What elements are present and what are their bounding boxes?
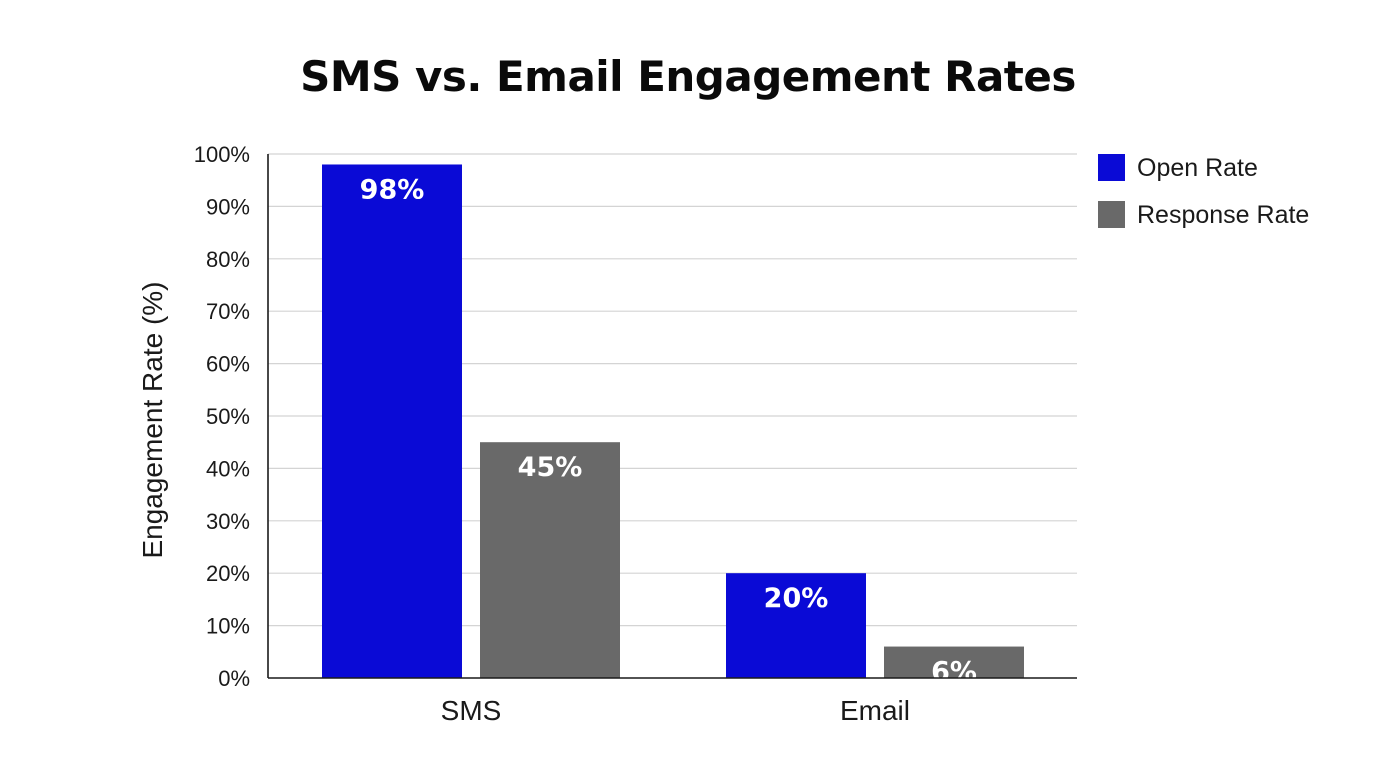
bar-open-rate-email: [726, 573, 866, 678]
y-tick-label: 70%: [206, 299, 250, 324]
y-tick-label: 0%: [218, 666, 250, 691]
bar-response-rate-email: [884, 646, 1024, 678]
x-axis-categories: SMS Email: [441, 695, 910, 726]
legend-swatch: [1098, 201, 1125, 228]
y-tick-label: 10%: [206, 614, 250, 639]
y-tick-label: 100%: [194, 142, 250, 167]
data-label: 6%: [931, 657, 977, 688]
bar-response-rate-sms: [480, 442, 620, 678]
y-axis-ticks: 0% 10% 20% 30% 40% 50% 60% 70% 80% 90% 100%: [194, 142, 250, 691]
bars: [322, 164, 1024, 679]
y-tick-label: 60%: [206, 352, 250, 377]
y-tick-label: 20%: [206, 561, 250, 586]
x-category-label: SMS: [441, 695, 502, 726]
y-tick-label: 90%: [206, 194, 250, 219]
y-axis-title: Engagement Rate (%): [137, 281, 168, 558]
bar-open-rate-sms: [322, 164, 462, 679]
data-labels: 98% 45% 20% 6%: [360, 174, 977, 687]
axes: [267, 154, 1077, 679]
legend-label: Open Rate: [1137, 154, 1258, 182]
chart-title: SMS vs. Email Engagement Rates: [300, 52, 1076, 101]
y-tick-label: 50%: [206, 404, 250, 429]
data-label: 45%: [518, 452, 583, 483]
legend: Open Rate Response Rate: [1098, 154, 1309, 229]
data-label: 98%: [360, 174, 425, 205]
data-label: 20%: [764, 583, 829, 614]
y-tick-label: 80%: [206, 247, 250, 272]
x-category-label: Email: [840, 695, 910, 726]
legend-swatch: [1098, 154, 1125, 181]
legend-label: Response Rate: [1137, 201, 1309, 229]
y-tick-label: 30%: [206, 509, 250, 534]
y-tick-label: 40%: [206, 456, 250, 481]
